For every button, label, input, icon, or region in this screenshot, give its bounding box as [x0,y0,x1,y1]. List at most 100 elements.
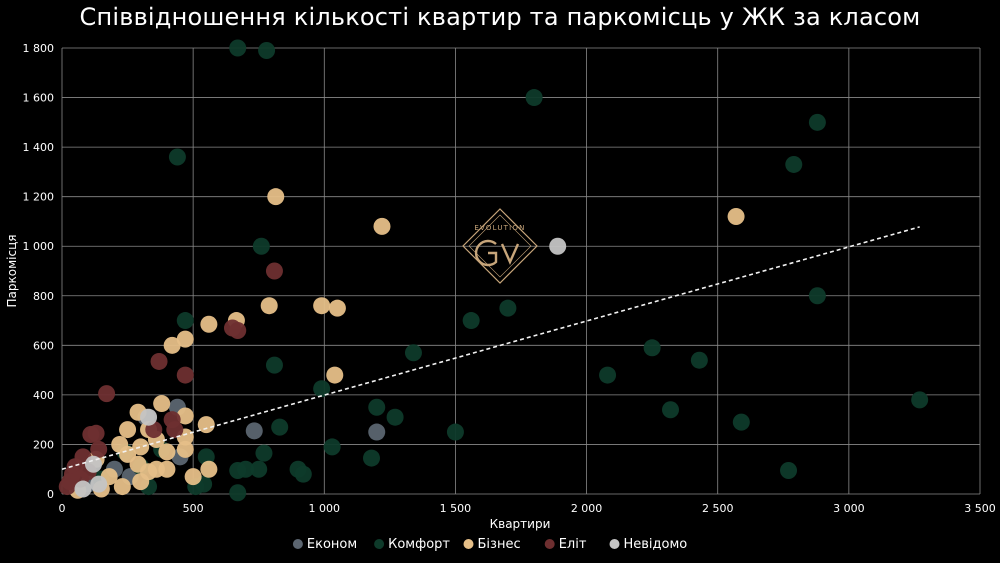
logo-letter-v [500,243,520,265]
x-tick-label: 0 [59,502,66,515]
data-point [255,444,273,462]
data-point [245,422,263,440]
chart-title: Співвідношення кількості квартир та парк… [79,3,921,31]
data-point [252,237,270,255]
y-tick-label: 1 800 [23,42,55,55]
x-tick-label: 1 500 [440,502,472,515]
data-point [549,237,567,255]
data-point [404,344,422,362]
data-point [229,484,247,502]
legend-label: Економ [307,537,357,552]
data-point [74,480,92,498]
data-point [643,339,661,357]
data-point [808,287,826,305]
data-point [265,262,283,280]
data-point [911,391,929,409]
data-point [294,465,312,483]
y-tick-label: 1 600 [23,92,55,105]
y-tick-label: 600 [33,339,54,352]
data-point [176,440,194,458]
legend-marker [463,539,474,549]
data-point [373,217,391,235]
data-point [229,461,247,479]
x-tick-label: 1 000 [309,502,341,515]
data-point [90,440,108,458]
legend-item: Невідомо [609,537,688,552]
data-point [780,461,798,479]
evolution-logo: EVOLUTION [462,208,538,284]
data-point [250,460,268,478]
y-tick-label: 1 200 [23,191,55,204]
legend-label: Комфорт [388,537,450,552]
legend-marker [374,539,385,549]
x-tick-label: 3 500 [964,502,996,515]
data-point [599,366,617,384]
x-tick-label: 2 000 [571,502,603,515]
x-axis-ticks: 0 500 1 000 1 500 2 000 2 500 3 000 3 500 [59,502,996,515]
y-tick-label: 1 000 [23,240,55,253]
grid-lines [61,47,981,495]
x-tick-label: 2 500 [702,502,734,515]
logo-letter-g [474,239,498,267]
y-axis-ticks: 0 200 400 600 800 1 000 1 200 1 400 1 600 1 800 [23,42,55,501]
data-point [184,468,202,486]
data-point [113,478,131,496]
data-point [267,188,285,206]
legend-label: Невідомо [624,537,688,552]
data-point [176,330,194,348]
y-axis-title: Паркомісця [5,235,19,308]
data-point [132,473,150,491]
data-point [200,460,218,478]
data-point [260,297,278,315]
data-point [732,413,750,431]
logo-text: EVOLUTION [474,224,525,232]
legend-item: Бізнес [463,537,521,552]
data-point [150,352,168,370]
data-point [785,155,803,173]
legend-label: Еліт [559,537,587,552]
legend-marker [292,539,303,549]
legend-marker [544,539,555,549]
data-point [323,438,341,456]
y-tick-label: 400 [33,389,54,402]
x-tick-label: 3 000 [833,502,865,515]
data-point [446,423,464,441]
data-point [158,443,176,461]
data-point [153,395,171,413]
data-point [163,336,181,354]
data-point [176,407,194,425]
data-point [362,449,380,467]
data-point [525,89,543,107]
data-point [326,366,344,384]
legend-item: Комфорт [374,537,450,552]
data-point [176,312,194,330]
data-point [328,299,346,317]
data-point [90,475,108,493]
data-point [662,401,680,419]
data-point [166,421,184,439]
data-point [176,366,194,384]
y-tick-label: 200 [33,438,54,451]
y-tick-label: 800 [33,290,54,303]
data-point [386,408,404,426]
data-point [368,423,386,441]
legend-label: Бізнес [478,537,521,552]
trendline-path [61,226,920,470]
data-point [499,299,517,317]
data-point [229,39,247,57]
data-point [368,398,386,416]
legend-item: Еліт [544,537,587,552]
data-point [690,351,708,369]
data-point [462,312,480,330]
x-axis-title: Квартири [490,517,551,531]
data-point [132,438,150,456]
legend-item: Економ [292,537,357,552]
data-point [197,416,215,434]
y-tick-label: 0 [47,488,54,501]
legend-marker [609,539,620,549]
data-point [265,356,283,374]
legend: Економ Комфорт Бізнес Еліт Невідомо [292,537,688,552]
trendline [61,226,920,470]
data-point [168,148,186,166]
